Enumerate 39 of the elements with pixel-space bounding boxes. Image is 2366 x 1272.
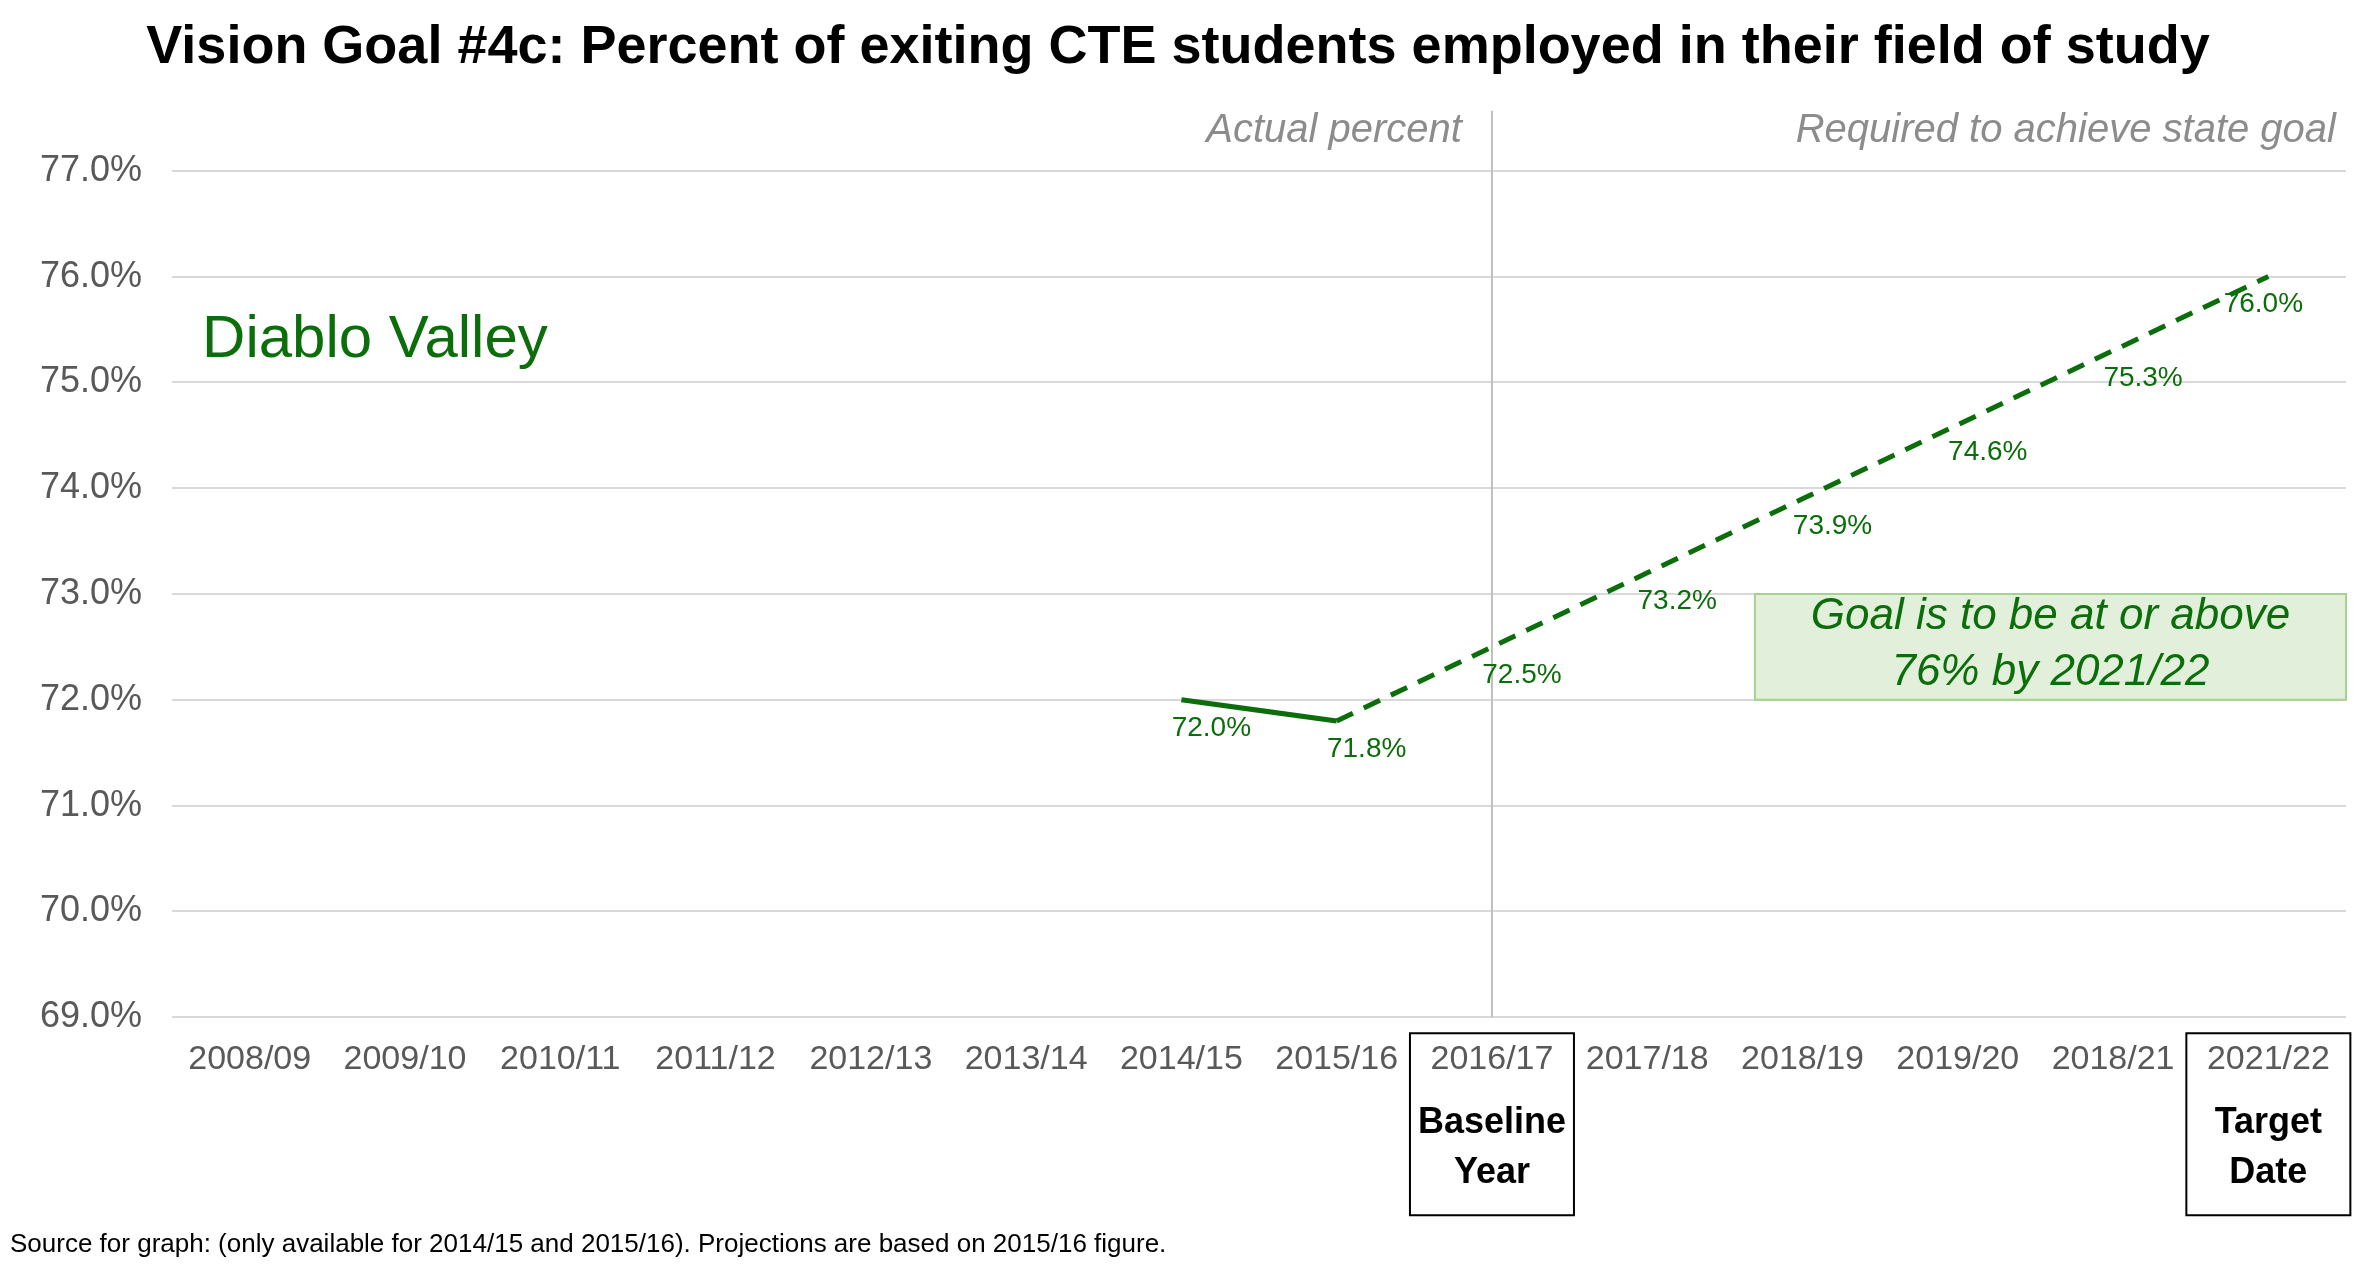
data-label: 72.0% — [1171, 710, 1252, 742]
annotation: Goal is to be at or above 76% by 2021/22 — [1810, 589, 2291, 695]
y-tick-label: 76.0% — [40, 253, 143, 295]
data-label: 76.0% — [2223, 287, 2304, 319]
source-note: Source for graph: (only available for 2014/15 and 2015/16). Projections are based on 2015/16 figure. — [10, 1228, 1167, 1259]
text: Baseline Year — [1417, 1100, 1566, 1192]
chart-title: Vision Goal #4c: Percent of exiting CTE students employed in their field of study — [146, 14, 2210, 75]
x-tick-label: 2015/16 — [1275, 1037, 1399, 1076]
y-tick-label: 69.0% — [40, 994, 143, 1036]
text: Actual percent — [1204, 105, 1464, 150]
x-tick-label: 2012/13 — [809, 1037, 933, 1076]
data-label: 74.6% — [1948, 435, 2028, 467]
data-label: 71.8% — [1326, 731, 1407, 763]
x-tick-label: 2010/11 — [500, 1037, 621, 1076]
y-tick-label: 71.0% — [40, 782, 143, 824]
data-label: 73.9% — [1792, 509, 1873, 541]
text: Required to achieve state goal — [1795, 105, 2338, 150]
data-label: 72.5% — [1482, 657, 1562, 689]
y-tick-label: 77.0% — [40, 147, 143, 189]
x-tick-label: 2014/15 — [1119, 1037, 1243, 1076]
x-tick-label: 2011/12 — [655, 1037, 776, 1076]
text: Diablo Valley — [202, 303, 548, 371]
y-tick-label: 70.0% — [40, 888, 143, 930]
x-tick-label: 2021/22 — [2206, 1037, 2330, 1076]
y-tick-label: 72.0% — [40, 676, 143, 718]
x-tick-label: 2018/21 — [2051, 1037, 2175, 1076]
y-tick-label: 74.0% — [40, 465, 143, 507]
y-tick-label: 75.0% — [40, 359, 143, 401]
x-tick-label: 2016/17 — [1430, 1037, 1554, 1076]
text: Target Date — [2214, 1100, 2323, 1192]
data-label: 73.2% — [1637, 583, 1717, 615]
x-tick-label: 2018/19 — [1741, 1037, 1864, 1076]
data-label: 75.3% — [2103, 361, 2183, 393]
x-tick-label: 2017/18 — [1585, 1037, 1709, 1076]
x-tick-label: 2008/09 — [188, 1037, 312, 1076]
x-tick-label: 2019/20 — [1896, 1037, 2020, 1076]
x-tick-label: 2009/10 — [343, 1037, 467, 1076]
y-tick-label: 73.0% — [40, 570, 143, 612]
x-tick-label: 2013/14 — [964, 1037, 1088, 1076]
